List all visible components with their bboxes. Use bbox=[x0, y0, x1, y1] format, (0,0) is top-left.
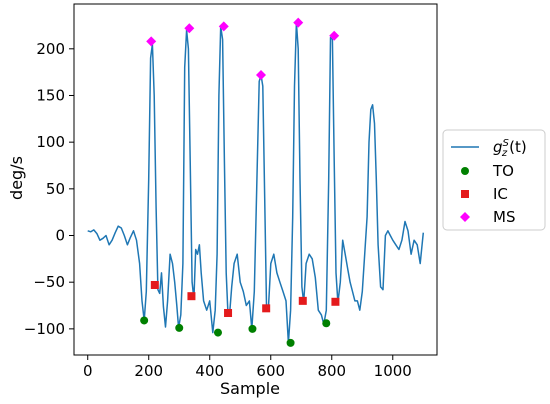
gyro-signal-line bbox=[87, 21, 425, 344]
y-tick-label: 50 bbox=[46, 180, 65, 198]
y-axis-label: deg/s bbox=[7, 156, 26, 200]
marker-ic bbox=[150, 280, 159, 289]
marker-ms bbox=[293, 17, 304, 28]
y-tick-label: −100 bbox=[24, 320, 65, 338]
marker-ic bbox=[331, 297, 340, 306]
marker-ic bbox=[298, 296, 307, 305]
marker-to bbox=[213, 328, 222, 337]
y-tick-label: 150 bbox=[36, 86, 65, 104]
legend-swatch-ic bbox=[461, 190, 469, 198]
legend-swatch-to bbox=[461, 167, 469, 175]
y-tick-label: 0 bbox=[55, 227, 65, 245]
x-tick-label: 600 bbox=[256, 362, 285, 380]
legend-label-signal: gS z (t) bbox=[493, 138, 527, 159]
marker-to bbox=[248, 324, 257, 333]
y-tick-label: −50 bbox=[33, 273, 65, 291]
y-tick-label: 100 bbox=[36, 133, 65, 151]
legend: gS z (t) TO IC MS bbox=[442, 129, 546, 231]
x-tick-label: 200 bbox=[134, 362, 163, 380]
legend-label-ms: MS bbox=[493, 208, 515, 226]
marker-to bbox=[322, 319, 331, 328]
x-tick-label: 400 bbox=[195, 362, 224, 380]
y-axis: −100 −50 0 50 100 150 200 bbox=[24, 40, 74, 338]
legend-label-ic: IC bbox=[493, 185, 508, 203]
x-tick-label: 1000 bbox=[374, 362, 412, 380]
x-axis: 0 200 400 600 800 1000 bbox=[83, 355, 412, 380]
marker-to bbox=[140, 316, 149, 325]
plot-area bbox=[87, 17, 425, 347]
x-tick-label: 800 bbox=[317, 362, 346, 380]
y-tick-label: 200 bbox=[36, 40, 65, 58]
marker-ms bbox=[218, 21, 229, 32]
marker-ms bbox=[255, 69, 266, 80]
legend-swatch-ms bbox=[460, 212, 470, 222]
x-tick-label: 0 bbox=[83, 362, 93, 380]
marker-ms bbox=[329, 30, 340, 41]
marker-ic bbox=[187, 292, 196, 301]
legend-box bbox=[442, 129, 546, 231]
marker-ms bbox=[184, 23, 195, 34]
x-axis-label: Sample bbox=[220, 379, 280, 398]
marker-to bbox=[286, 338, 295, 347]
marker-to bbox=[175, 323, 184, 332]
legend-label-to: TO bbox=[492, 162, 514, 180]
marker-ms bbox=[146, 36, 157, 47]
marker-ic bbox=[262, 304, 271, 313]
marker-ic bbox=[224, 308, 233, 317]
plot-frame bbox=[73, 3, 438, 356]
